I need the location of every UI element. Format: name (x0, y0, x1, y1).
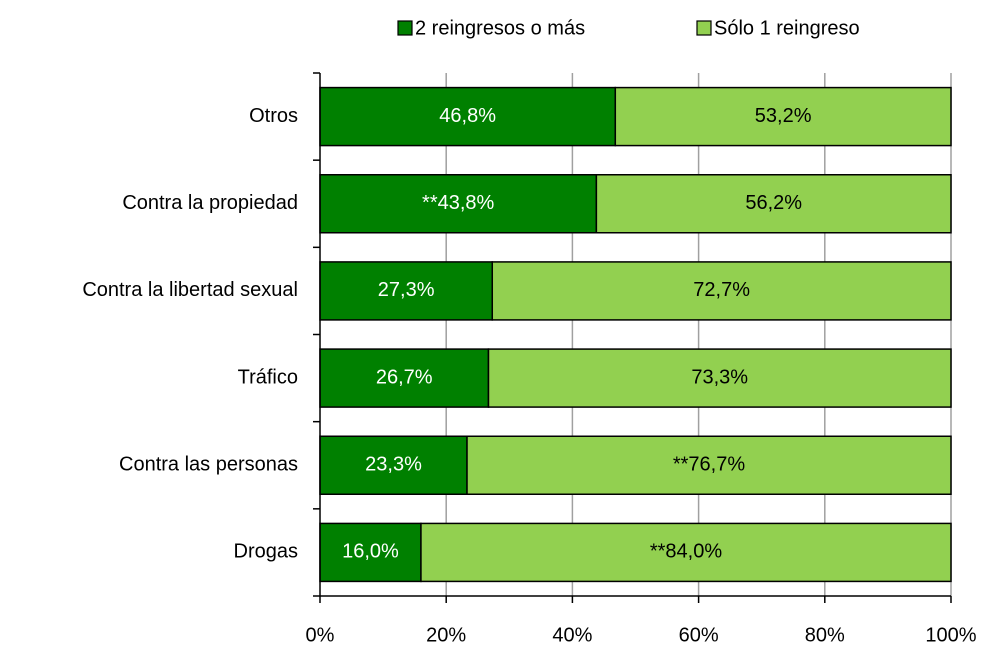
data-label: 23,3% (365, 454, 422, 476)
x-tick-label: 20% (426, 624, 466, 646)
data-label: **43,8% (422, 192, 494, 214)
data-label: 56,2% (745, 192, 802, 214)
y-tick-label: Contra la propiedad (122, 192, 298, 214)
bar-segment (491, 261, 952, 321)
bar-segment (420, 522, 952, 583)
data-label: 27,3% (378, 279, 435, 301)
data-label: 72,7% (693, 279, 750, 301)
bar-segment (319, 261, 494, 321)
bar-segment (614, 86, 952, 147)
bar-segment (319, 435, 468, 495)
data-label: **84,0% (650, 541, 722, 563)
bar-segment (319, 348, 490, 408)
x-tick-label: 40% (552, 624, 592, 646)
x-tick-label: 100% (925, 624, 976, 646)
data-label: 16,0% (342, 541, 399, 563)
bar-segment (487, 348, 952, 408)
data-label: 53,2% (755, 105, 812, 127)
legend-label: Sólo 1 reingreso (714, 17, 860, 39)
x-tick-label: 0% (306, 624, 335, 646)
x-tick-label: 60% (679, 624, 719, 646)
legend-swatch (397, 20, 413, 36)
bar-segment (319, 86, 617, 147)
data-label: **76,7% (673, 454, 745, 476)
y-tick-label: Drogas (234, 541, 298, 563)
data-label: 73,3% (691, 366, 748, 388)
y-tick-label: Otros (249, 105, 298, 127)
y-tick-label: Contra las personas (119, 454, 298, 476)
y-tick-label: Contra la libertad sexual (82, 279, 298, 301)
data-label: 46,8% (439, 105, 496, 127)
bar-segment (595, 174, 952, 234)
legend-swatch (696, 20, 712, 36)
data-label: 26,7% (376, 366, 433, 388)
x-tick-label: 80% (805, 624, 845, 646)
bar-segment (466, 435, 952, 495)
y-tick-label: Tráfico (238, 366, 298, 388)
legend-label: 2 reingresos o más (415, 17, 585, 39)
